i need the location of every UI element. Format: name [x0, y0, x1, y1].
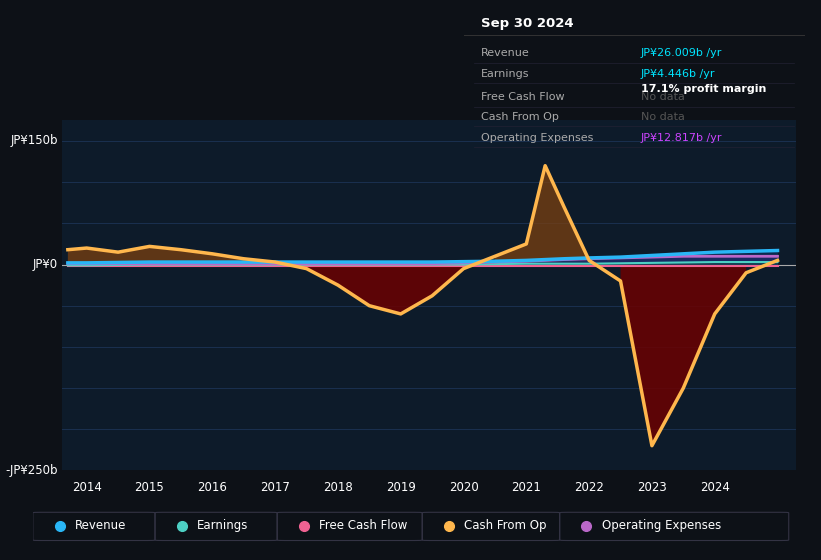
- Text: Cash From Op: Cash From Op: [481, 112, 559, 122]
- Text: JP¥12.817b /yr: JP¥12.817b /yr: [641, 133, 722, 142]
- Text: 17.1% profit margin: 17.1% profit margin: [641, 83, 767, 94]
- Text: Revenue: Revenue: [75, 519, 126, 532]
- Text: Operating Expenses: Operating Expenses: [481, 133, 594, 142]
- Text: JP¥26.009b /yr: JP¥26.009b /yr: [641, 48, 722, 58]
- Text: Operating Expenses: Operating Expenses: [602, 519, 721, 532]
- Text: No data: No data: [641, 112, 685, 122]
- Text: Free Cash Flow: Free Cash Flow: [481, 92, 565, 102]
- Text: Cash From Op: Cash From Op: [464, 519, 547, 532]
- Text: Earnings: Earnings: [197, 519, 249, 532]
- Text: JP¥150b: JP¥150b: [11, 134, 58, 147]
- Text: No data: No data: [641, 92, 685, 102]
- Text: -JP¥250b: -JP¥250b: [6, 464, 58, 477]
- Text: JP¥0: JP¥0: [33, 258, 58, 271]
- Text: Sep 30 2024: Sep 30 2024: [481, 17, 574, 30]
- Text: Free Cash Flow: Free Cash Flow: [319, 519, 407, 532]
- Text: Revenue: Revenue: [481, 48, 530, 58]
- Text: Earnings: Earnings: [481, 69, 530, 79]
- Text: JP¥4.446b /yr: JP¥4.446b /yr: [641, 69, 716, 79]
